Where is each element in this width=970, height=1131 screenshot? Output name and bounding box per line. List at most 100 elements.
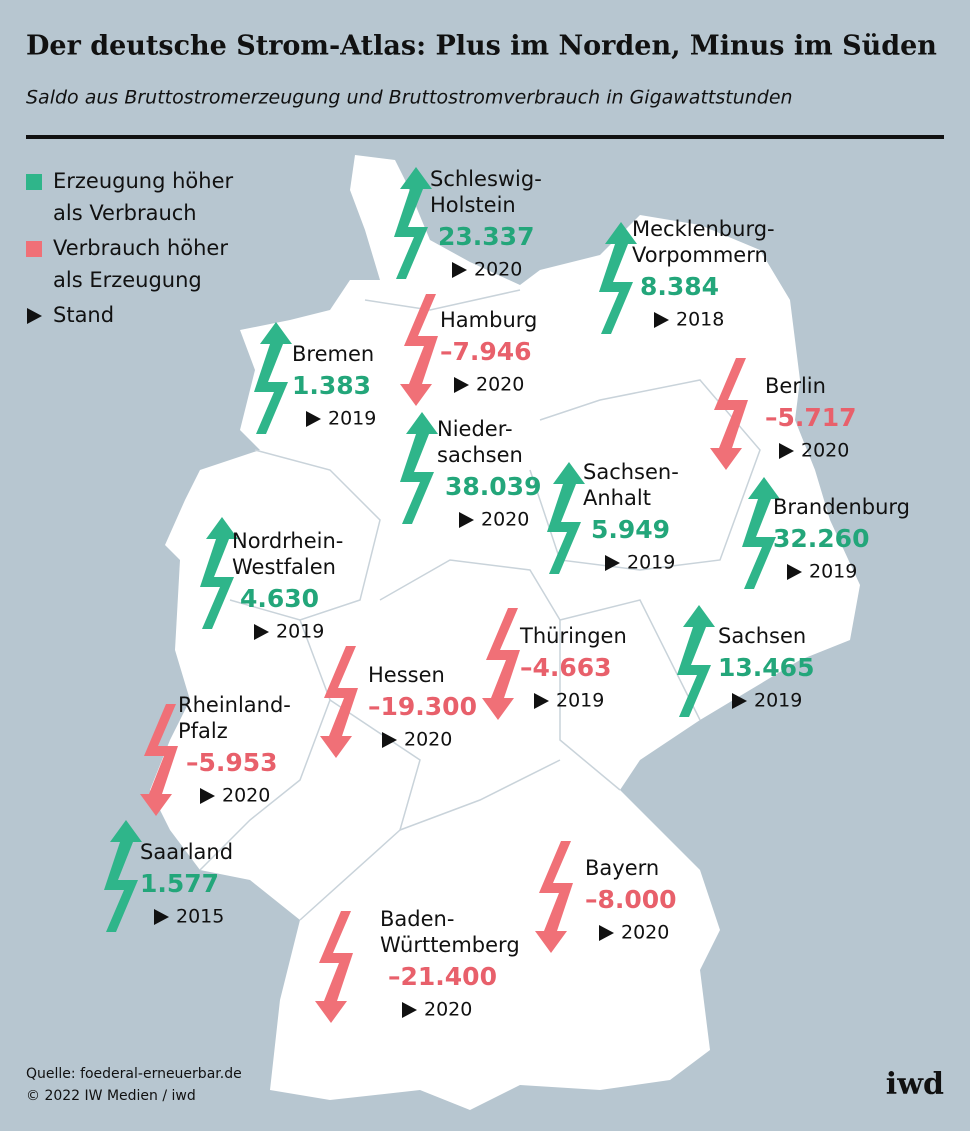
region-name: Anhalt [583,486,651,510]
region-year: 2020 [476,374,524,396]
bolt-icon [400,294,438,406]
bolt-icon [320,646,358,758]
region-year: 2020 [424,999,472,1021]
region-year: 2020 [621,922,669,944]
stand-marker [452,262,467,278]
logo: iwd [886,1067,944,1102]
region-value: –8.000 [585,885,677,914]
region-value: 5.949 [591,515,670,544]
region-name: Baden- [380,907,454,931]
region-value: –19.300 [368,692,477,721]
region-year: 2019 [809,561,857,583]
region-year: 2020 [801,440,849,462]
bolt-icon [547,462,585,574]
bolt-icon [710,358,748,470]
region-name: Mecklenburg- [632,217,775,241]
region-year: 2015 [176,906,224,928]
stand-marker [599,925,614,941]
legend-label: als Verbrauch [53,201,197,225]
region-value: –5.953 [186,748,278,777]
legend: Erzeugung höher als Verbrauch Verbrauch hö… [26,169,233,327]
stand-marker [27,308,42,324]
region-name: Hessen [368,663,445,687]
copyright: © 2022 IW Medien / iwd [26,1088,196,1104]
title: Der deutsche Strom-Atlas: Plus im Norden… [26,31,937,62]
region-name: Westfalen [232,555,336,579]
legend-label: Verbrauch höher [53,236,228,260]
region-value: –21.400 [388,962,497,991]
region-year: 2020 [404,729,452,751]
regions: Schleswig-Holstein 23.337 2020 Mecklenburg-… [104,167,910,1023]
region-year: 2019 [276,621,324,643]
bolt-icon [677,605,715,717]
region-name: Vorpommern [632,243,768,267]
region-year: 2019 [556,690,604,712]
region-year: 2018 [676,309,724,331]
region-name: Sachsen- [583,460,679,484]
bolt-icon [254,322,292,434]
stand-marker [254,624,269,640]
legend-label: Erzeugung höher [53,169,233,193]
region-name: Bayern [585,856,659,880]
region-name: Saarland [140,840,233,864]
stand-marker [779,443,794,459]
legend-swatch [26,241,42,257]
state-borders [199,289,761,921]
region-name: Bremen [292,342,374,366]
region-value: 8.384 [640,272,719,301]
bolt-icon [394,167,432,279]
region-value: 4.630 [240,584,319,613]
region-name: Pfalz [178,719,228,743]
stand-marker [402,1002,417,1018]
stand-marker [154,909,169,925]
region-name: sachsen [437,443,523,467]
region-year: 2019 [754,690,802,712]
bolt-icon [482,608,520,720]
stand-marker [787,564,802,580]
region-value: –7.946 [440,337,532,366]
region-value: 13.465 [718,653,814,682]
region-value: 23.337 [438,222,534,251]
bolt-icon [742,477,780,589]
stand-marker [382,732,397,748]
stand-marker [534,693,549,709]
rule [26,135,944,139]
stand-marker [459,512,474,528]
region-name: Württemberg [380,933,520,957]
stand-marker [605,555,620,571]
subtitle: Saldo aus Bruttostromerzeugung und Brutt… [26,87,793,109]
bolt-icon [535,841,573,953]
region-value: –5.717 [765,403,857,432]
region-year: 2020 [481,509,529,531]
region-name: Nieder- [437,417,513,441]
region-name: Hamburg [440,308,537,332]
region-name: Rheinland- [178,693,291,717]
bolt-icon [140,704,178,816]
bolt-icon [599,222,637,334]
region-value: 38.039 [445,472,541,501]
stand-marker [732,693,747,709]
source: Quelle: foederal-erneuerbar.de [26,1066,242,1082]
region-name: Sachsen [718,624,806,648]
stand-marker [306,411,321,427]
legend-label: Stand [53,303,114,327]
region-name: Schleswig- [430,167,542,191]
region-name: Nordrhein- [232,529,343,553]
legend-label: als Erzeugung [53,268,202,292]
bolt-icon [400,412,438,524]
region-name: Brandenburg [773,495,910,519]
region-year: 2020 [474,259,522,281]
region-name: Berlin [765,374,826,398]
legend-swatch [26,174,42,190]
region-name: Holstein [430,193,516,217]
bolt-icon [315,911,353,1023]
region-year: 2019 [627,552,675,574]
region-name: Thüringen [519,624,627,648]
stand-marker [654,312,669,328]
stand-marker [454,377,469,393]
region-year: 2020 [222,785,270,807]
bolt-icon [104,820,142,932]
stand-marker [200,788,215,804]
region-year: 2019 [328,408,376,430]
